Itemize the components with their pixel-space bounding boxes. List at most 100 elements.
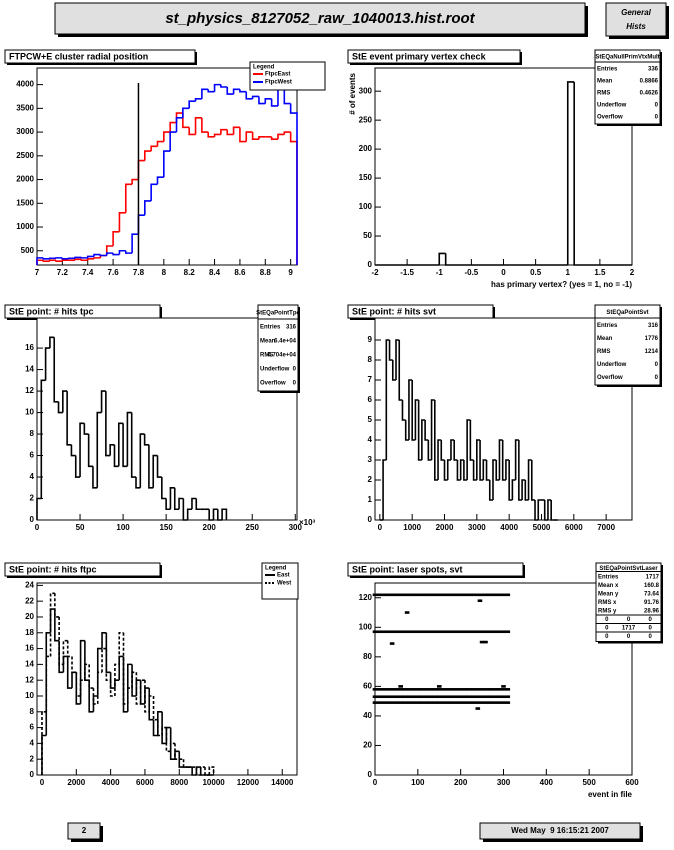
histogram-bin bbox=[105, 632, 111, 674]
y-tick-label: 16 bbox=[25, 343, 34, 352]
stats-value: 0 bbox=[293, 367, 297, 373]
plot-frame bbox=[36, 317, 298, 521]
title-box bbox=[347, 562, 524, 577]
histogram-bin bbox=[49, 336, 55, 349]
histogram-bin bbox=[472, 460, 477, 481]
x-tick-label: 1.5 bbox=[594, 268, 606, 277]
legend-label: FtpcEast bbox=[265, 72, 290, 78]
histogram-bin bbox=[156, 455, 162, 478]
histogram-bin bbox=[53, 337, 59, 403]
y-tick-label: 6 bbox=[368, 395, 373, 404]
y-tick-label: 8 bbox=[30, 707, 35, 716]
histogram-bin bbox=[239, 89, 247, 93]
scatter-point bbox=[372, 688, 378, 691]
scatter-point bbox=[372, 630, 378, 634]
histogram-bin bbox=[169, 486, 175, 510]
x-tick-label: 50 bbox=[76, 523, 85, 532]
scatter-point bbox=[466, 630, 472, 634]
histogram-bin bbox=[150, 183, 158, 201]
histogram-bin bbox=[182, 759, 188, 768]
scatter-point bbox=[385, 701, 391, 704]
scatter-point bbox=[419, 630, 425, 634]
histogram-bin bbox=[174, 743, 180, 760]
stats-label: Entries bbox=[260, 325, 281, 331]
histogram-bin bbox=[96, 411, 102, 488]
plot-frame bbox=[374, 317, 633, 521]
y-tick-label: 100 bbox=[359, 202, 373, 211]
histogram-bin bbox=[122, 423, 128, 468]
histogram-bin bbox=[86, 255, 95, 258]
chart-title: FTPCW+E cluster radial position bbox=[9, 51, 148, 61]
histogram-bin bbox=[100, 390, 106, 413]
scatter-point bbox=[488, 630, 493, 634]
histogram-bin bbox=[45, 655, 51, 712]
histogram-bin bbox=[79, 639, 85, 704]
histogram-bin bbox=[169, 742, 175, 752]
x-tick-label: 300 bbox=[289, 523, 303, 532]
histogram-bin bbox=[207, 89, 215, 93]
scatter-point bbox=[424, 701, 429, 704]
x-tick-label: 9 bbox=[288, 268, 293, 277]
histogram-bin bbox=[144, 150, 152, 161]
histogram-bin bbox=[289, 103, 298, 265]
scatter-point bbox=[501, 630, 506, 634]
stats-value: 0 bbox=[655, 362, 659, 368]
y-tick-label: 18 bbox=[25, 628, 34, 637]
stats-label: Entries bbox=[597, 323, 618, 329]
histogram-bin bbox=[36, 257, 44, 265]
histogram-bin bbox=[245, 131, 253, 142]
histogram-bin bbox=[66, 640, 73, 658]
histogram-bin bbox=[204, 767, 210, 776]
histogram-bin bbox=[74, 455, 81, 478]
histogram-bin bbox=[264, 98, 272, 104]
histogram-bin bbox=[139, 679, 145, 704]
scatter-point bbox=[372, 593, 378, 597]
scatter-point bbox=[406, 630, 412, 634]
chart-title: StE point: laser spots, svt bbox=[352, 564, 463, 574]
histogram-bin bbox=[148, 444, 154, 489]
y-tick-label: 24 bbox=[25, 580, 34, 589]
legend-label: West bbox=[277, 581, 291, 587]
histogram-bin bbox=[152, 454, 158, 488]
scatter-point bbox=[445, 701, 451, 704]
scatter-point bbox=[415, 593, 421, 597]
x-tick-label: 8.4 bbox=[209, 268, 221, 277]
scatter-point bbox=[436, 695, 442, 699]
scatter-point bbox=[436, 688, 442, 691]
scatter-point bbox=[471, 695, 476, 699]
scatter-point bbox=[484, 593, 489, 597]
histogram-bin bbox=[178, 497, 184, 510]
stats-label: Overflow bbox=[597, 115, 623, 121]
scatter-point bbox=[479, 695, 485, 699]
histogram-bin bbox=[48, 259, 57, 262]
stats-value: 316 bbox=[648, 323, 659, 329]
scatter-point bbox=[479, 593, 485, 597]
histogram-bin bbox=[105, 252, 114, 256]
histogram-bin bbox=[92, 688, 98, 705]
scatter-point bbox=[458, 695, 463, 699]
x-tick-label: 6000 bbox=[565, 523, 583, 532]
y-tick-label: 2000 bbox=[16, 175, 34, 184]
histogram-bin bbox=[61, 257, 69, 260]
scatter-point bbox=[484, 630, 489, 634]
stats-label: Mean bbox=[597, 336, 613, 342]
histogram-bin bbox=[212, 508, 218, 520]
x-tick-label: 5000 bbox=[533, 523, 551, 532]
y-tick-label: 0 bbox=[30, 770, 35, 779]
scatter-point bbox=[402, 701, 408, 704]
y-tick-label: 2 bbox=[30, 494, 35, 503]
scatter-point bbox=[505, 593, 511, 597]
histogram-bin bbox=[118, 211, 126, 232]
scatter-point bbox=[471, 630, 476, 634]
histogram-bin bbox=[207, 132, 215, 138]
stats-cell: 0 bbox=[648, 625, 652, 631]
scatter-point bbox=[402, 630, 408, 634]
scatter-point bbox=[389, 688, 395, 691]
y-tick-label: 40 bbox=[363, 711, 372, 720]
scatter-point bbox=[501, 695, 506, 699]
scatter-point bbox=[419, 688, 425, 691]
scatter-point bbox=[454, 630, 459, 634]
y-tick-label: 1500 bbox=[16, 198, 34, 207]
scatter-point bbox=[432, 695, 438, 699]
stats-label: RMS y bbox=[598, 608, 617, 614]
